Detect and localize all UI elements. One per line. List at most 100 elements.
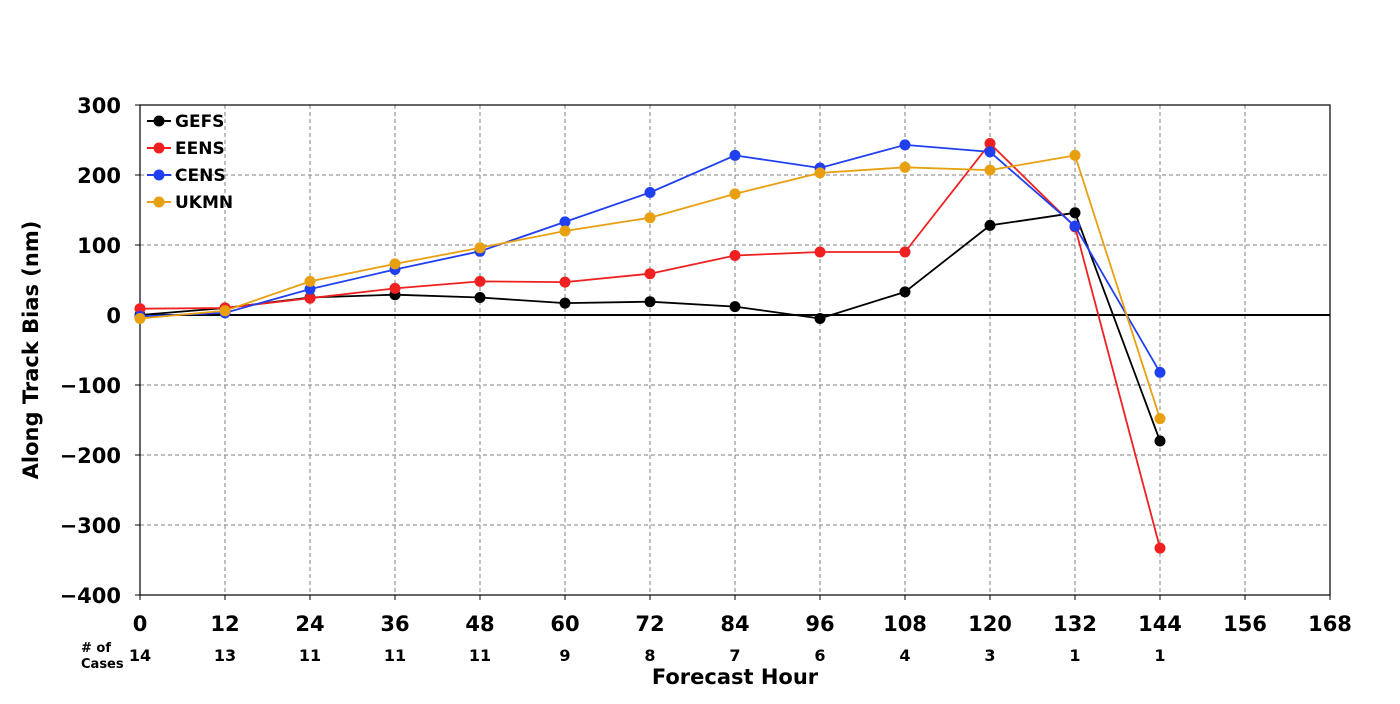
x-tick-label: 144 [1138, 612, 1182, 636]
x-tick-label: 168 [1308, 612, 1352, 636]
data-point [474, 292, 486, 303]
case-count: 9 [559, 646, 570, 665]
case-count: 1 [1154, 646, 1165, 665]
data-point [814, 246, 826, 258]
cases-label-line1: # of [81, 641, 111, 656]
y-tick-label: 300 [77, 94, 121, 118]
x-tick-label: 24 [295, 612, 324, 636]
case-count: 11 [384, 646, 406, 665]
case-count: 3 [984, 646, 995, 665]
y-tick-label: 0 [106, 304, 121, 328]
cases-row: # of Cases 14 13 11 11 11 9 8 7 6 4 3 1 1 [81, 641, 1166, 672]
case-count: 14 [129, 646, 151, 665]
legend-marker [153, 142, 165, 154]
data-point [219, 305, 231, 317]
y-axis-title: Along Track Bias (nm) [19, 221, 43, 480]
data-point [729, 301, 741, 313]
legend-item-eens: EENS [147, 139, 225, 159]
data-point [899, 161, 911, 173]
grid [140, 105, 1330, 595]
data-point [814, 313, 826, 324]
data-point [984, 146, 996, 158]
series-eens [134, 138, 1166, 554]
data-point [729, 149, 741, 161]
data-point [389, 258, 401, 270]
cases-label-line2: Cases [81, 657, 124, 672]
x-tick-label: 108 [883, 612, 927, 636]
series-cens [134, 139, 1166, 378]
legend-marker [153, 196, 165, 208]
data-point [1069, 149, 1081, 161]
data-point [559, 225, 571, 237]
data-point [984, 164, 996, 176]
case-count: 1 [1069, 646, 1080, 665]
data-point [729, 250, 741, 261]
data-point [644, 187, 656, 198]
legend-label: UKMN [175, 193, 233, 213]
legend-label: GEFS [175, 112, 224, 132]
data-point [644, 212, 656, 224]
x-axis-ticks: 0 12 24 36 48 60 72 84 96 108 120 132 144 156 168 [133, 595, 1352, 636]
case-count: 8 [644, 646, 655, 665]
legend-marker [153, 115, 165, 127]
x-tick-label: 156 [1223, 612, 1267, 636]
case-count: 4 [899, 646, 910, 665]
x-tick-label: 48 [465, 612, 494, 636]
x-tick-label: 96 [805, 612, 834, 636]
y-tick-label: −100 [60, 374, 121, 398]
data-point [304, 292, 316, 304]
data-point [984, 219, 996, 231]
x-tick-label: 0 [133, 612, 148, 636]
x-tick-label: 72 [635, 612, 664, 636]
data-point [1069, 220, 1081, 232]
case-count: 11 [299, 646, 321, 665]
data-point [899, 246, 911, 258]
data-point [814, 167, 826, 179]
legend-item-cens: CENS [147, 166, 226, 186]
data-point [984, 138, 996, 149]
data-point [899, 286, 911, 298]
y-tick-label: 100 [77, 234, 121, 258]
data-point [1154, 542, 1166, 554]
legend-marker [153, 169, 165, 181]
data-point [134, 313, 146, 324]
case-count: 6 [814, 646, 825, 665]
data-point [474, 275, 486, 287]
data-point [644, 296, 656, 308]
y-axis-ticks: 300 200 100 0 −100 −200 −300 −400 [60, 94, 140, 608]
data-point [134, 303, 146, 315]
data-point [389, 282, 401, 294]
legend-label: EENS [175, 139, 225, 159]
case-count: 11 [469, 646, 491, 665]
series-ukmn [134, 149, 1166, 425]
y-tick-label: −300 [60, 514, 121, 538]
data-point [559, 276, 571, 288]
data-point [729, 188, 741, 200]
data-point [559, 216, 571, 228]
data-point [1154, 366, 1166, 378]
y-tick-label: −200 [60, 444, 121, 468]
legend-item-ukmn: UKMN [147, 193, 233, 213]
data-point [899, 139, 911, 151]
series-gefs [134, 207, 1166, 447]
data-point [1154, 435, 1166, 447]
x-axis-title: Forecast Hour [652, 665, 819, 689]
x-tick-label: 120 [968, 612, 1012, 636]
legend-label: CENS [175, 166, 226, 186]
x-tick-label: 36 [380, 612, 409, 636]
data-point [304, 275, 316, 287]
y-tick-label: 200 [77, 164, 121, 188]
data-point [474, 242, 486, 254]
data-point [1069, 207, 1081, 219]
data-point [559, 297, 571, 309]
x-tick-label: 132 [1053, 612, 1097, 636]
data-point [644, 268, 656, 280]
case-count: 7 [729, 646, 740, 665]
data-point [1154, 413, 1166, 425]
x-tick-label: 84 [720, 612, 749, 636]
series-layer [134, 138, 1166, 554]
y-tick-label: −400 [60, 584, 121, 608]
data-point [304, 283, 316, 295]
